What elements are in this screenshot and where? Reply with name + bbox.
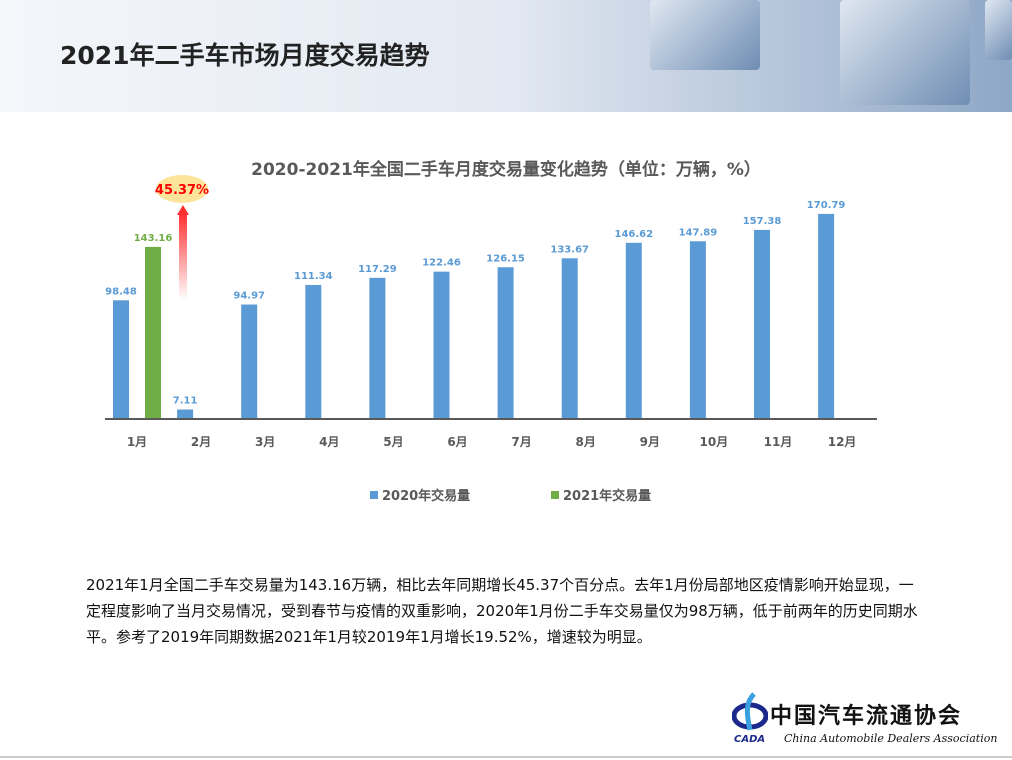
legend: 2020年交易量 2021年交易量 — [370, 488, 651, 504]
data-label: 98.48 — [105, 286, 137, 297]
x-tick-label: 6月 — [447, 435, 467, 449]
bar-2021 — [145, 246, 161, 418]
data-label: 94.97 — [233, 291, 265, 302]
bar-2020 — [177, 409, 194, 418]
header-banner — [0, 0, 1012, 112]
data-label: 133.67 — [550, 244, 589, 255]
annotation-label: 45.37% — [155, 183, 209, 198]
data-label: 157.38 — [743, 216, 782, 227]
decorative-cube — [650, 0, 760, 70]
page-title: 2021年二手车市场月度交易趋势 — [60, 41, 430, 70]
annotation-badge — [156, 175, 208, 203]
bar-2020 — [497, 267, 514, 418]
x-tick-label: 10月 — [700, 435, 729, 449]
x-tick-label: 1月 — [127, 435, 147, 449]
legend-swatch-2021 — [551, 491, 559, 499]
data-label: 143.16 — [134, 233, 173, 244]
x-tick-label: 8月 — [576, 435, 596, 449]
x-tick-label: 11月 — [764, 435, 793, 449]
description-text: 2021年1月全国二手车交易量为143.16万辆，相比去年同期增长45.37个百… — [86, 576, 918, 646]
data-label: 146.62 — [615, 229, 654, 240]
bar-2020 — [241, 304, 258, 418]
cada-logo: CADA 中国汽车流通协会 China Automobile Dealers A… — [732, 690, 1007, 750]
bar-2020 — [113, 300, 129, 418]
chart-title: 2020-2021年全国二手车月度交易量变化趋势（单位：万辆，%） — [251, 160, 761, 180]
bar-2020 — [305, 284, 322, 418]
bar-2020 — [625, 242, 642, 418]
data-label: 7.11 — [173, 396, 198, 407]
x-tick-label: 2月 — [191, 435, 211, 449]
x-tick-label: 4月 — [319, 435, 339, 449]
data-label: 117.29 — [358, 264, 397, 275]
data-label: 147.89 — [679, 227, 718, 238]
legend-label-2020: 2020年交易量 — [382, 488, 470, 504]
bar-2020 — [369, 277, 386, 418]
x-tick-label: 5月 — [383, 435, 403, 449]
x-tick-label: 12月 — [828, 435, 857, 449]
bar-2020 — [689, 241, 706, 418]
logo-cn: 中国汽车流通协会 — [770, 703, 963, 729]
footer-divider — [0, 756, 1012, 758]
arrow-head — [177, 205, 189, 215]
decorative-cube — [840, 0, 970, 105]
growth-annotation: 45.37% — [155, 175, 209, 300]
legend-swatch-2020 — [370, 491, 378, 499]
data-label: 122.46 — [422, 258, 461, 269]
x-tick-label: 9月 — [640, 435, 660, 449]
bar-2020 — [561, 258, 578, 418]
bar-2020 — [433, 271, 450, 418]
x-tick-label: 3月 — [255, 435, 275, 449]
data-label: 170.79 — [807, 200, 846, 211]
cada-emblem-icon — [732, 692, 768, 731]
logo-en: China Automobile Dealers Association — [784, 732, 998, 745]
logo-abbr: CADA — [734, 734, 766, 745]
decorative-cube — [985, 0, 1012, 60]
bar-2020 — [818, 213, 835, 418]
data-label: 126.15 — [486, 253, 525, 264]
bar-2020 — [754, 229, 770, 418]
data-label: 111.34 — [294, 271, 333, 282]
x-tick-label: 7月 — [511, 435, 531, 449]
legend-label-2021: 2021年交易量 — [563, 488, 651, 504]
up-arrow-icon — [179, 213, 187, 300]
